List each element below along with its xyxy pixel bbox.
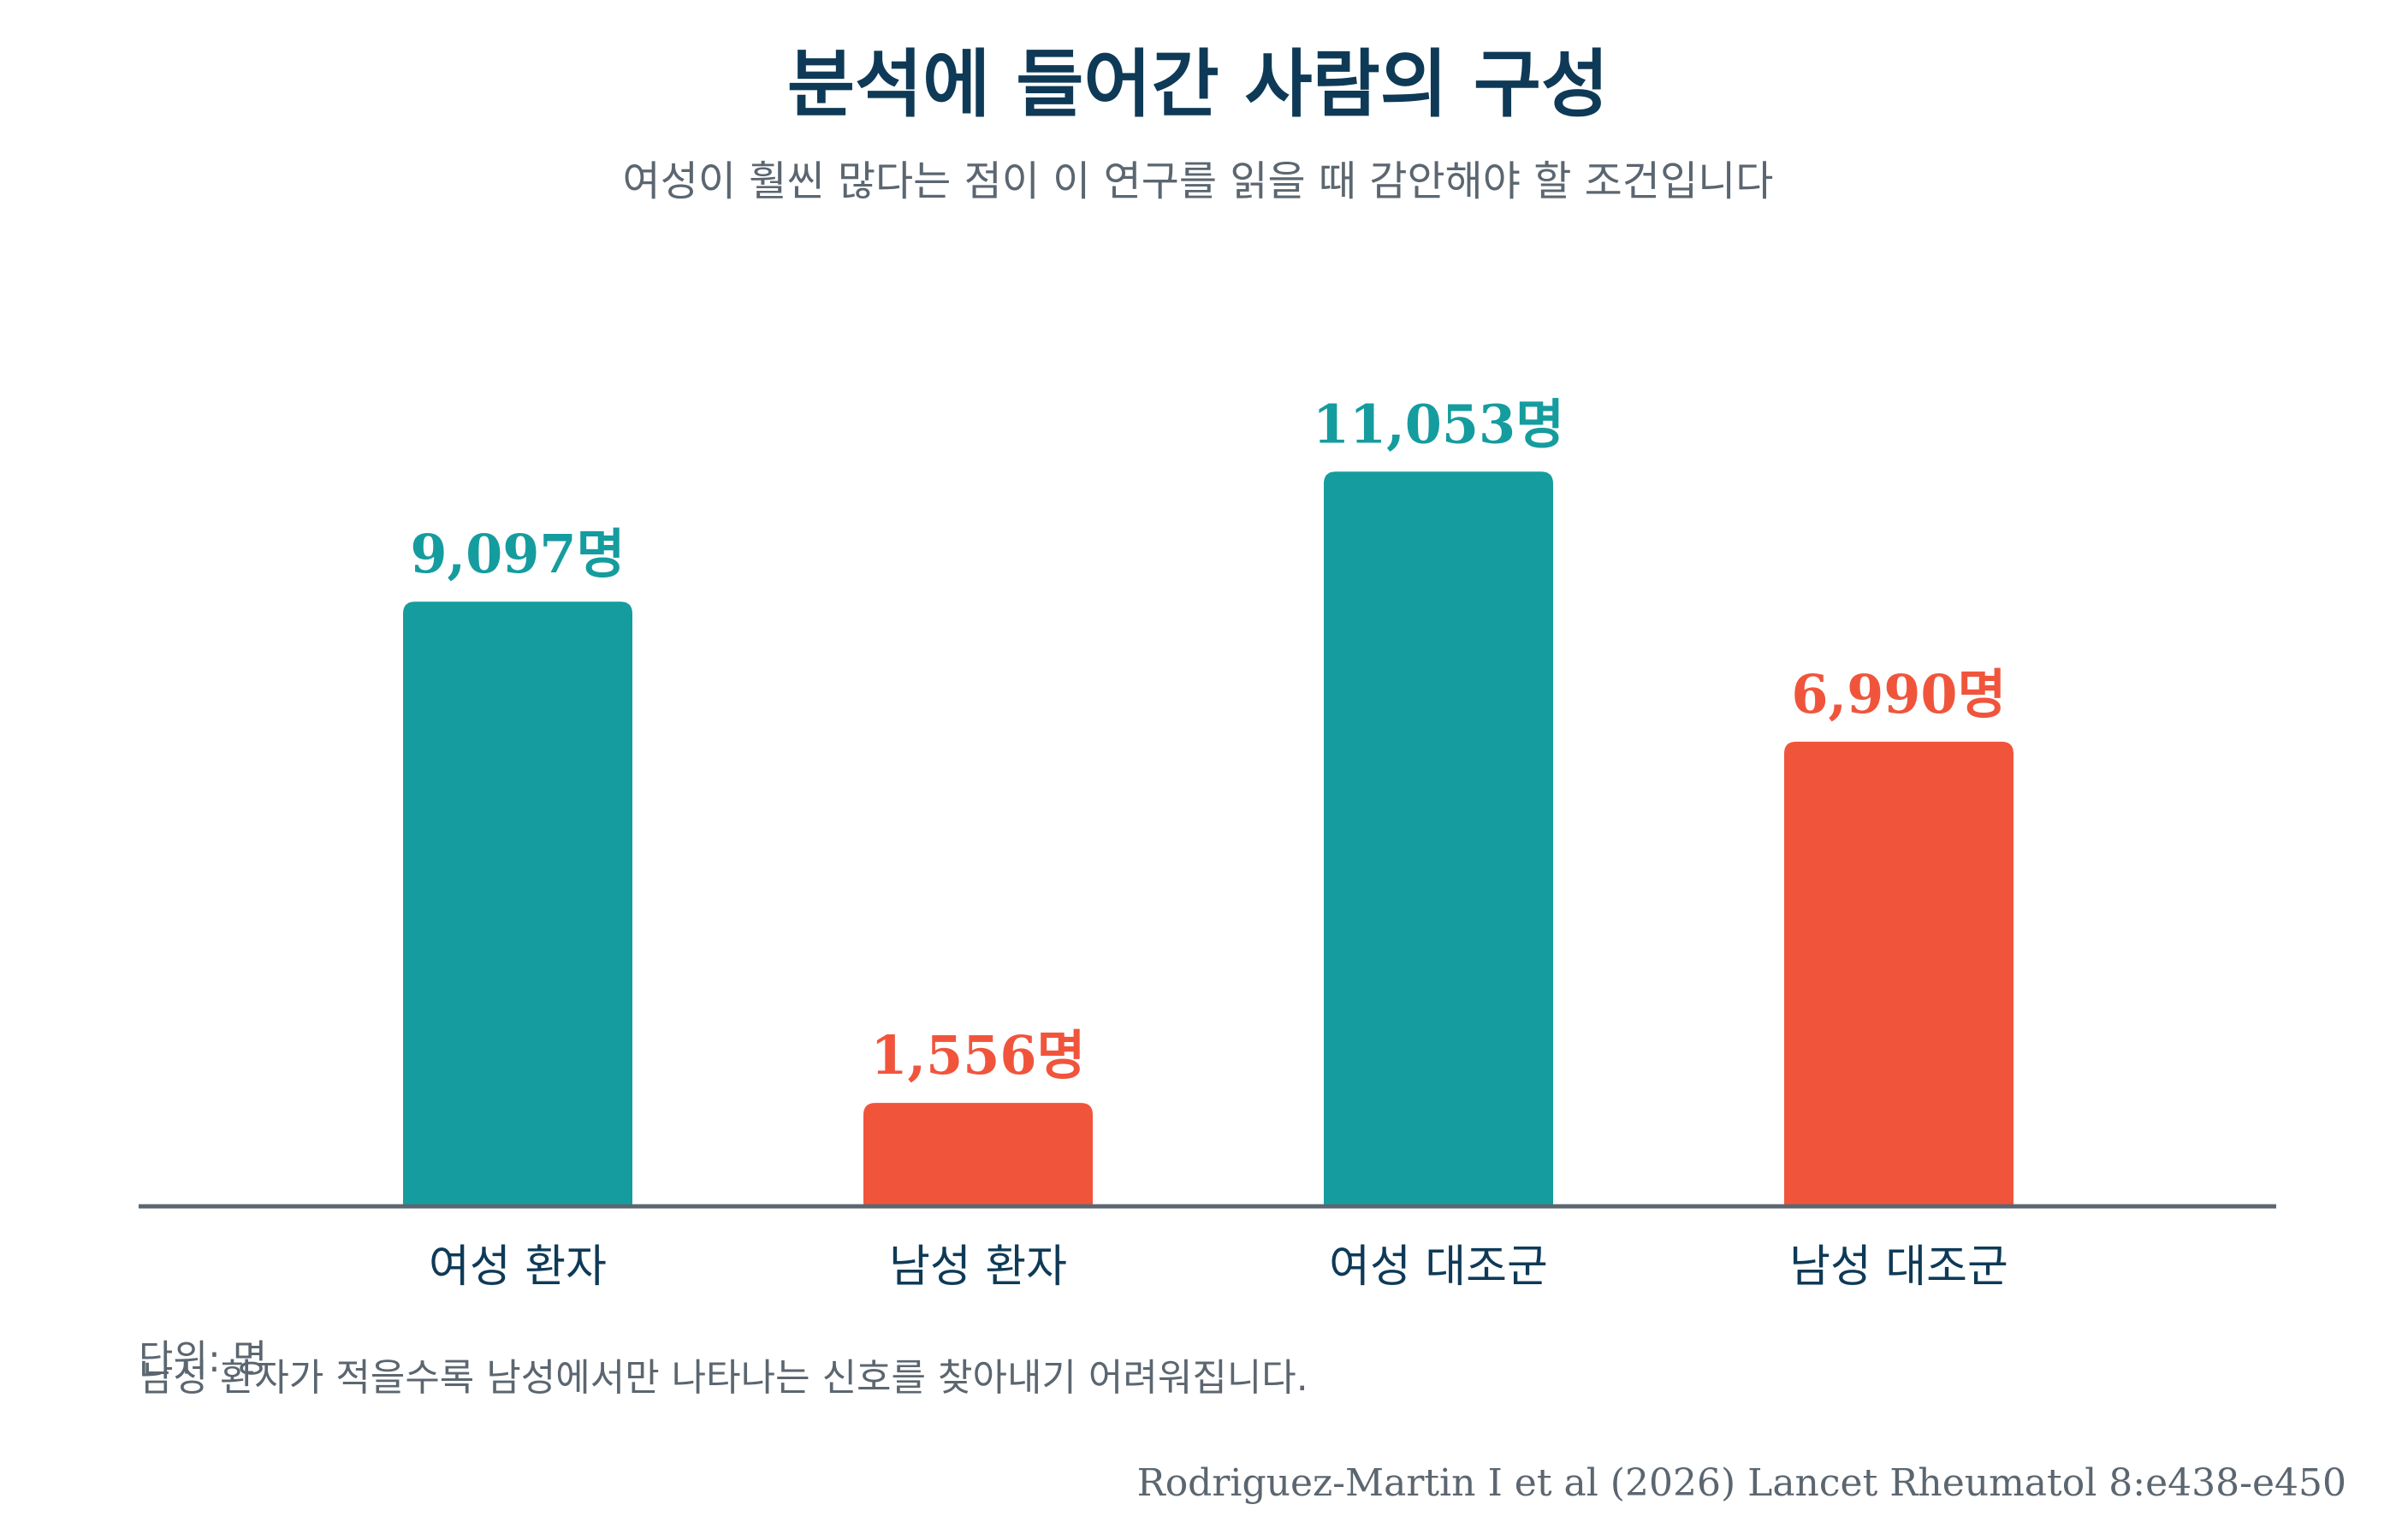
value-label-1: 1,556명 <box>870 1024 1085 1087</box>
category-label-0: 여성 환자 <box>429 1241 607 1293</box>
category-label-2: 여성 대조군 <box>1329 1241 1548 1293</box>
category-labels-group: 여성 환자 남성 환자 여성 대조군 남성 대조군 <box>429 1241 2008 1293</box>
chart-subtitle: 여성이 훨씬 많다는 점이 이 연구를 읽을 때 감안해야 할 조건입니다 <box>623 157 1774 205</box>
bars-group <box>403 471 2013 1206</box>
chart-title: 분석에 들어간 사람의 구성 <box>787 42 1609 127</box>
unit-note: 단위: 명 <box>139 1337 267 1381</box>
bar-2 <box>1324 471 1553 1206</box>
value-label-3: 6,990명 <box>1791 663 2006 726</box>
bar-0 <box>403 601 632 1206</box>
source-citation: Rodriguez-Martin I et al (2026) Lancet R… <box>1137 1461 2346 1505</box>
footnote: 남성 환자가 적을수록 남성에서만 나타나는 신호를 찾아내기 어려워집니다. <box>139 1356 1308 1400</box>
value-labels-group: 9,097명 1,556명 11,053명 6,990명 <box>410 393 2006 1087</box>
value-label-0: 9,097명 <box>410 523 625 585</box>
category-label-3: 남성 대조군 <box>1789 1241 2008 1293</box>
bar-3 <box>1784 741 2013 1206</box>
value-label-2: 11,053명 <box>1313 393 1564 455</box>
bar-1 <box>863 1103 1093 1206</box>
category-label-1: 남성 환자 <box>889 1241 1067 1293</box>
